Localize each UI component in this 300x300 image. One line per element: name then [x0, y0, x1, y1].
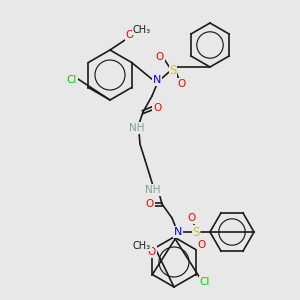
Text: S: S: [169, 64, 177, 76]
Text: NH: NH: [145, 185, 161, 195]
Text: O: O: [178, 79, 186, 89]
Text: O: O: [126, 30, 134, 40]
Text: NH: NH: [129, 123, 145, 133]
Text: CH₃: CH₃: [133, 241, 151, 251]
Text: O: O: [153, 103, 161, 113]
Text: O: O: [146, 199, 154, 209]
Text: S: S: [192, 226, 200, 238]
Text: N: N: [153, 75, 161, 85]
Text: O: O: [188, 213, 196, 223]
Text: O: O: [148, 247, 156, 257]
Text: O: O: [198, 240, 206, 250]
Text: Cl: Cl: [67, 75, 77, 85]
Text: N: N: [174, 227, 182, 237]
Text: O: O: [156, 52, 164, 62]
Text: CH₃: CH₃: [133, 25, 151, 35]
Text: Cl: Cl: [200, 277, 210, 287]
